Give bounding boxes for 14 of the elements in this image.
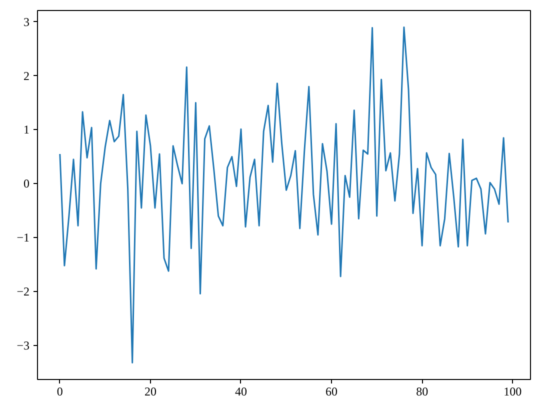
x-tick-label: 80 — [416, 384, 428, 398]
line-series — [59, 26, 509, 364]
y-tick-label: 2 — [24, 68, 30, 83]
y-tick-label: −2 — [16, 284, 30, 299]
x-tick-label: 20 — [144, 384, 156, 398]
y-tick-label: −3 — [16, 338, 30, 353]
x-tick-label: 40 — [234, 384, 247, 398]
x-tick-label: 0 — [56, 384, 63, 398]
y-tick-label: 0 — [24, 176, 30, 191]
x-tick-label: 100 — [504, 384, 522, 398]
x-tick-label: 60 — [326, 384, 338, 398]
y-tick-label: 1 — [24, 122, 30, 137]
y-tick-label: 3 — [24, 14, 30, 29]
y-tick-label: −1 — [16, 230, 30, 245]
